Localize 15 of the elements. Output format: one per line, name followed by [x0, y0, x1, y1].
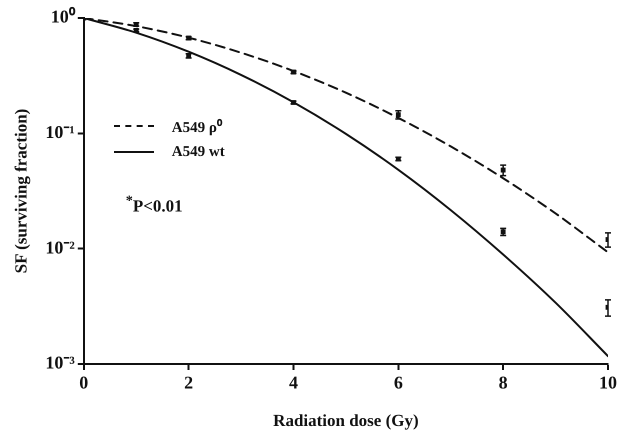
y-axis-title: SF (surviving fraction): [12, 108, 31, 274]
x-tick-label: 0: [79, 372, 88, 392]
y-tick-label: 10⁻¹: [45, 122, 75, 142]
legend-label: A549 wt: [172, 144, 225, 160]
x-tick-label: 8: [498, 372, 508, 392]
x-tick-label: 2: [184, 372, 194, 392]
x-tick-label: 4: [288, 372, 298, 392]
y-tick-label: 10⁻³: [45, 352, 76, 373]
x-tick-label: 6: [394, 372, 403, 392]
annotation: $^{*}$P<0.01: [126, 193, 183, 217]
x-axis-title: Radiation dose (Gy): [273, 411, 419, 430]
y-tick-label: 10⁻²: [45, 237, 75, 258]
x-tick-label: 10: [599, 372, 617, 392]
legend-label: A549 ρ⁰: [172, 118, 222, 136]
y-tick-label: 10⁰: [50, 6, 76, 27]
